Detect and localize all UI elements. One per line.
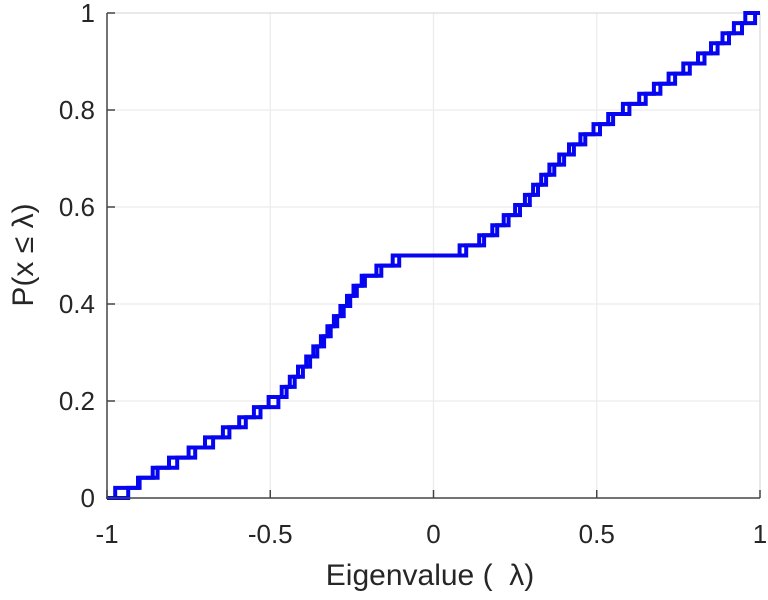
x-tick-label: 0.5 xyxy=(579,519,615,549)
x-axis-label: Eigenvalue ( λ) xyxy=(325,559,535,592)
y-tick-label: 0.8 xyxy=(59,95,95,125)
y-axis-label: P(x ≤ λ) xyxy=(7,203,40,307)
y-tick-label: 0.4 xyxy=(59,289,95,319)
ecdf-step-curve-2 xyxy=(107,11,760,500)
x-tick-label: 0 xyxy=(426,519,440,549)
y-tick-label: 1 xyxy=(81,0,95,28)
y-tick-label: 0.6 xyxy=(59,192,95,222)
x-tick-label: -1 xyxy=(95,519,118,549)
x-tick-label: -0.5 xyxy=(248,519,293,549)
y-tick-label: 0.2 xyxy=(59,386,95,416)
x-tick-label: 1 xyxy=(753,519,767,549)
y-tick-label: 0 xyxy=(81,483,95,513)
